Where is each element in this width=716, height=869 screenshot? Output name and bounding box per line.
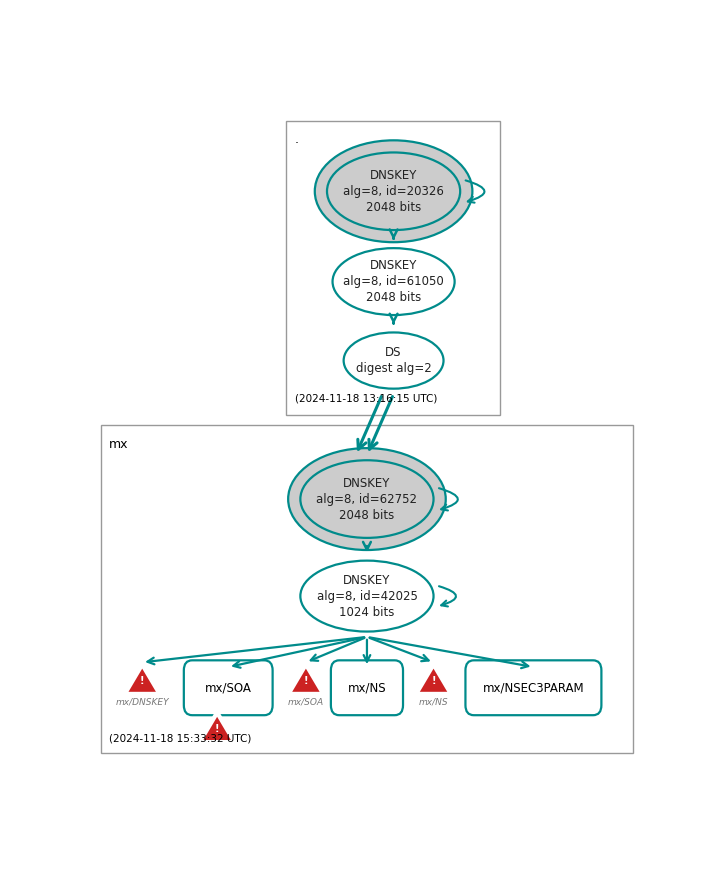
Text: !: ! [140,675,145,686]
Text: mx/SOA: mx/SOA [205,681,251,694]
FancyArrowPatch shape [369,637,528,668]
FancyArrowPatch shape [364,640,370,662]
Polygon shape [202,715,233,741]
Ellipse shape [332,249,455,315]
Text: mx/NS: mx/NS [348,681,386,694]
Text: !: ! [431,675,436,686]
FancyArrowPatch shape [369,638,429,661]
Text: (2024-11-18 13:16:15 UTC): (2024-11-18 13:16:15 UTC) [295,394,437,403]
Text: mx/NSEC3PARAM: mx/NSEC3PARAM [483,681,584,694]
FancyArrowPatch shape [147,637,364,664]
FancyArrowPatch shape [439,488,458,510]
Text: .: . [295,133,299,146]
Text: !: ! [215,724,219,733]
Ellipse shape [288,448,446,550]
FancyBboxPatch shape [465,660,601,715]
Polygon shape [291,667,321,693]
Text: mx/DNSKEY: mx/DNSKEY [115,697,169,706]
Text: DNSKEY
alg=8, id=42025
1024 bits: DNSKEY alg=8, id=42025 1024 bits [316,574,417,619]
Bar [286,121,500,415]
FancyBboxPatch shape [184,660,273,715]
Ellipse shape [344,333,443,388]
Text: (2024-11-18 15:33:32 UTC): (2024-11-18 15:33:32 UTC) [109,733,251,743]
Polygon shape [418,667,449,693]
Text: mx: mx [109,437,128,450]
Text: DNSKEY
alg=8, id=20326
2048 bits: DNSKEY alg=8, id=20326 2048 bits [343,169,444,214]
FancyBboxPatch shape [331,660,403,715]
FancyArrowPatch shape [311,638,364,660]
Text: DNSKEY
alg=8, id=61050
2048 bits: DNSKEY alg=8, id=61050 2048 bits [343,259,444,304]
FancyArrowPatch shape [358,396,382,449]
FancyArrowPatch shape [465,181,485,202]
FancyArrowPatch shape [390,229,397,238]
FancyArrowPatch shape [439,587,456,607]
Text: !: ! [304,675,308,686]
Ellipse shape [315,140,473,242]
Text: DNSKEY
alg=8, id=62752
2048 bits: DNSKEY alg=8, id=62752 2048 bits [316,476,417,521]
Text: mx/SOA: mx/SOA [288,697,324,706]
Text: DS
digest alg=2: DS digest alg=2 [356,346,432,375]
Polygon shape [287,663,324,695]
Polygon shape [415,663,453,695]
Ellipse shape [301,561,434,632]
Ellipse shape [327,152,460,230]
FancyArrowPatch shape [233,638,364,667]
FancyArrowPatch shape [369,396,392,449]
Polygon shape [127,667,158,693]
Ellipse shape [301,461,434,538]
FancyArrowPatch shape [363,542,371,550]
Polygon shape [124,663,161,695]
Text: mx/NS: mx/NS [419,697,448,706]
FancyArrowPatch shape [390,314,397,323]
Bar [100,426,633,753]
Polygon shape [198,711,236,743]
